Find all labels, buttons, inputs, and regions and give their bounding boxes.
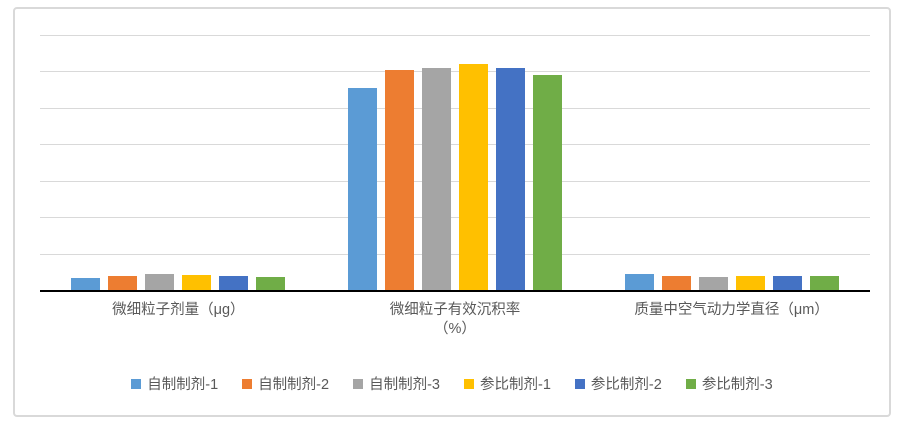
gridline — [40, 107, 870, 109]
category-label: 微细粒子剂量（μg） — [112, 302, 245, 318]
bar[interactable] — [256, 276, 286, 290]
chart-frame: 微细粒子剂量（μg） 微细粒子有效沉积率 （%） 质量中空气动力学直径（μm） 自制… — [13, 7, 891, 417]
category-label: 微细粒子有效沉积率 （%） — [389, 302, 521, 337]
x-axis-line — [40, 290, 870, 292]
gridline — [40, 35, 870, 36]
bar-group — [71, 274, 286, 290]
legend-marker-icon — [574, 378, 585, 389]
bar[interactable] — [698, 276, 728, 290]
legend-label: 参比制剂-2 — [590, 377, 662, 393]
legend-item[interactable]: 自制制剂-1 — [131, 373, 218, 394]
gridline — [40, 217, 870, 219]
bar[interactable] — [145, 274, 175, 290]
bar[interactable] — [496, 67, 525, 290]
bar[interactable] — [661, 275, 691, 290]
legend-marker-icon — [353, 378, 364, 389]
bar[interactable] — [182, 275, 212, 290]
bar[interactable] — [533, 75, 562, 290]
bar[interactable] — [71, 278, 101, 290]
gridline — [40, 71, 870, 73]
gridline — [40, 253, 870, 255]
bar[interactable] — [219, 275, 249, 290]
legend-label: 自制制剂-1 — [147, 377, 219, 393]
legend-label: 参比制剂-3 — [701, 377, 773, 393]
plot-area — [40, 35, 870, 292]
legend-item[interactable]: 参比制剂-3 — [685, 373, 773, 394]
legend-marker-icon — [242, 378, 253, 389]
legend-marker-icon — [131, 378, 142, 389]
bar[interactable] — [422, 67, 451, 290]
category-axis: 微细粒子剂量（μg） 微细粒子有效沉积率 （%） 质量中空气动力学直径（μm） — [40, 301, 870, 339]
category-label: 质量中空气动力学直径（μm） — [634, 302, 829, 318]
gridline — [40, 144, 870, 146]
legend-marker-icon — [464, 378, 474, 389]
legend-label: 参比制剂-1 — [480, 377, 551, 393]
legend-item[interactable]: 自制制剂-2 — [242, 373, 329, 394]
chart-legend: 自制制剂-1 自制制剂-2 自制制剂-3 参比制剂-1 参比制剂-2 参比制剂-3 — [15, 373, 889, 394]
bar[interactable] — [772, 275, 802, 290]
bar[interactable] — [809, 275, 839, 290]
legend-marker-icon — [685, 378, 696, 389]
bar[interactable] — [459, 64, 488, 290]
legend-label: 自制制剂-2 — [258, 377, 330, 393]
bar[interactable] — [348, 87, 377, 290]
legend-label: 自制制剂-3 — [369, 377, 440, 393]
legend-item[interactable]: 参比制剂-2 — [574, 373, 662, 394]
bar[interactable] — [624, 273, 654, 290]
bar-group — [348, 64, 562, 290]
gridline — [40, 180, 870, 182]
bar[interactable] — [735, 276, 765, 290]
bar-group — [624, 273, 839, 290]
bar[interactable] — [385, 69, 414, 290]
legend-item[interactable]: 参比制剂-1 — [464, 373, 551, 394]
bar[interactable] — [108, 276, 138, 290]
legend-item[interactable]: 自制制剂-3 — [353, 373, 440, 394]
